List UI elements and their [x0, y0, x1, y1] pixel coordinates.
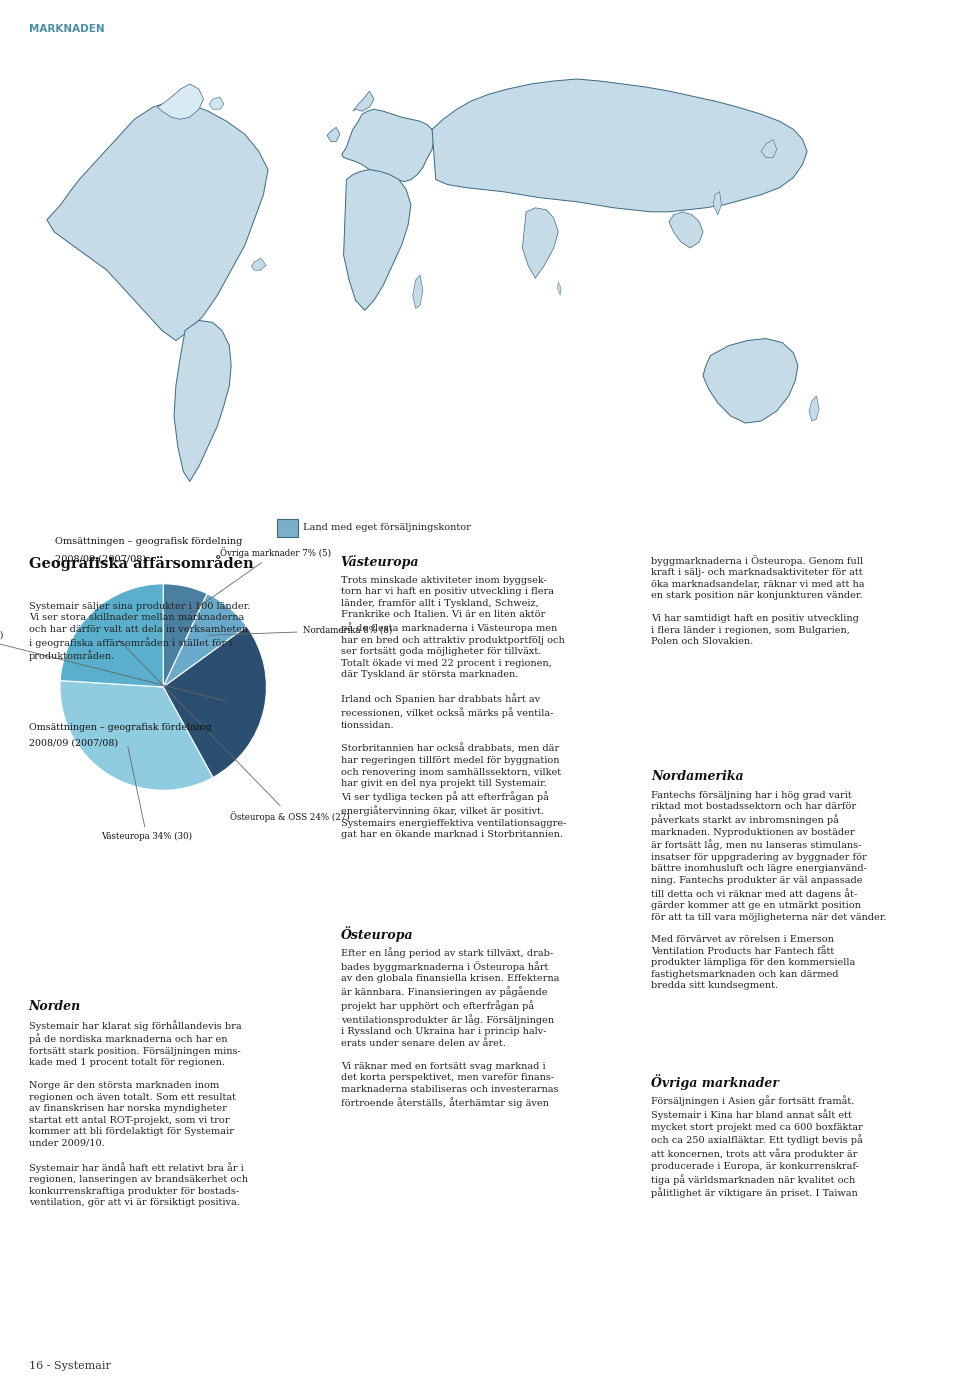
- Text: Östeuropa: Östeuropa: [341, 926, 414, 942]
- Text: Norden: Norden: [29, 1000, 81, 1013]
- Polygon shape: [342, 109, 434, 181]
- Text: Nordamerika: Nordamerika: [651, 770, 743, 783]
- Text: Systemair har klarat sig förhållandevis bra
på de nordiska marknaderna och har e: Systemair har klarat sig förhållandevis …: [29, 1020, 248, 1207]
- Polygon shape: [432, 80, 807, 212]
- Polygon shape: [809, 396, 819, 421]
- Wedge shape: [163, 583, 207, 688]
- Polygon shape: [703, 339, 798, 423]
- Polygon shape: [353, 91, 374, 112]
- Text: Land med eget försäljningskontor: Land med eget försäljningskontor: [303, 523, 471, 531]
- Text: Försäljningen i Asien går fortsätt framåt.
Systemair i Kina har bland annat sålt: Försäljningen i Asien går fortsätt framå…: [651, 1095, 863, 1198]
- Text: 2008/09 (2007/08): 2008/09 (2007/08): [29, 738, 118, 748]
- Text: Västeuropa: Västeuropa: [341, 555, 420, 569]
- Text: Norden 27% (30): Norden 27% (30): [0, 631, 226, 702]
- Text: Systemair säljer sina produkter i 100 länder.
Vi ser stora skillnader mellan mar: Systemair säljer sina produkter i 100 lä…: [29, 601, 251, 661]
- Text: Övriga marknader: Övriga marknader: [651, 1074, 779, 1091]
- Polygon shape: [713, 191, 722, 215]
- Wedge shape: [163, 626, 267, 777]
- Text: Västeuropa 34% (30): Västeuropa 34% (30): [101, 746, 192, 841]
- Wedge shape: [60, 681, 213, 790]
- Polygon shape: [522, 208, 559, 278]
- Polygon shape: [252, 258, 266, 271]
- Polygon shape: [47, 102, 268, 340]
- Text: 16 - Systemair: 16 - Systemair: [29, 1362, 110, 1371]
- Text: 2008/09 (2007/08): 2008/09 (2007/08): [55, 555, 146, 564]
- Text: Nordamerika 8% (8): Nordamerika 8% (8): [208, 626, 392, 635]
- Text: Omsättningen – geografisk fördelning: Omsättningen – geografisk fördelning: [29, 723, 211, 732]
- Polygon shape: [327, 127, 340, 141]
- Polygon shape: [344, 170, 411, 311]
- Text: Övriga marknader 7% (5): Övriga marknader 7% (5): [180, 547, 331, 619]
- Polygon shape: [174, 321, 231, 481]
- Polygon shape: [413, 275, 422, 308]
- Text: byggmarknaderna i Östeuropa. Genom full
kraft i sälj- och marknadsaktiviteter fö: byggmarknaderna i Östeuropa. Genom full …: [651, 555, 864, 646]
- Polygon shape: [669, 212, 703, 248]
- Text: Östeuropa & OSS 24% (27): Östeuropa & OSS 24% (27): [119, 640, 350, 822]
- Text: Geografiska affärsområden: Geografiska affärsområden: [29, 555, 253, 571]
- Polygon shape: [558, 282, 561, 296]
- Text: MARKNADEN: MARKNADEN: [29, 24, 105, 35]
- Text: Efter en lång period av stark tillväxt, drab-
bades byggmarknaderna i Östeuropa : Efter en lång period av stark tillväxt, …: [341, 947, 559, 1108]
- Polygon shape: [761, 140, 777, 158]
- Bar: [277, 519, 298, 537]
- Text: Fantechs försäljning har i hög grad varit
riktad mot bostadssektorn och har därf: Fantechs försäljning har i hög grad vari…: [651, 791, 886, 990]
- Polygon shape: [209, 98, 224, 109]
- Text: Trots minskade aktiviteter inom byggsek-
torn har vi haft en positiv utveckling : Trots minskade aktiviteter inom byggsek-…: [341, 576, 566, 838]
- Wedge shape: [60, 583, 163, 688]
- Polygon shape: [157, 84, 204, 119]
- Wedge shape: [163, 594, 247, 688]
- Text: Omsättningen – geografisk fördelning: Omsättningen – geografisk fördelning: [55, 537, 242, 547]
